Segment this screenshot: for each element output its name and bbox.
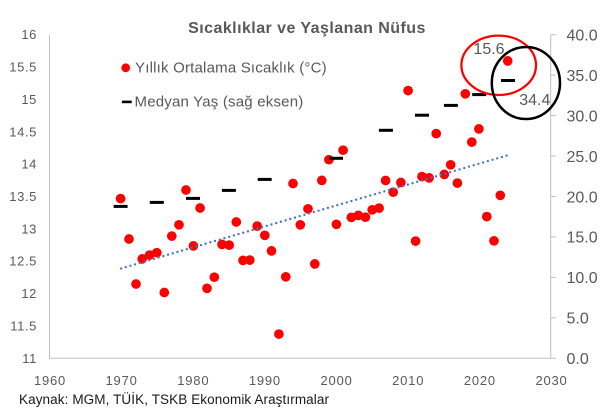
- svg-text:20.0: 20.0: [567, 189, 598, 206]
- svg-text:12.5: 12.5: [9, 254, 37, 269]
- svg-text:11: 11: [22, 351, 37, 366]
- svg-text:34.4: 34.4: [519, 92, 550, 109]
- svg-text:1970: 1970: [106, 373, 138, 388]
- svg-text:15.0: 15.0: [567, 230, 598, 247]
- svg-text:0.0: 0.0: [567, 351, 589, 368]
- svg-text:10.0: 10.0: [567, 270, 598, 287]
- svg-text:5.0: 5.0: [567, 311, 589, 328]
- svg-text:2000: 2000: [321, 373, 353, 388]
- svg-text:14.5: 14.5: [9, 124, 37, 139]
- svg-text:16: 16: [21, 27, 37, 42]
- svg-text:40.0: 40.0: [567, 28, 598, 45]
- svg-text:30.0: 30.0: [567, 108, 598, 125]
- svg-text:15.5: 15.5: [9, 60, 37, 75]
- svg-text:Medyan Yaş (sağ eksen): Medyan Yaş (sağ eksen): [135, 94, 304, 111]
- svg-text:15.6: 15.6: [473, 41, 504, 58]
- svg-text:13: 13: [21, 221, 37, 236]
- svg-text:2030: 2030: [535, 373, 567, 388]
- svg-text:2020: 2020: [464, 373, 496, 388]
- svg-text:2010: 2010: [392, 373, 424, 388]
- svg-text:15: 15: [21, 92, 37, 107]
- svg-text:35.0: 35.0: [567, 68, 598, 85]
- svg-text:Sıcaklıklar ve Yaşlanan Nüfus: Sıcaklıklar ve Yaşlanan Nüfus: [188, 20, 426, 37]
- svg-text:25.0: 25.0: [567, 149, 598, 166]
- svg-text:13.5: 13.5: [9, 189, 37, 204]
- svg-text:14: 14: [21, 157, 37, 172]
- svg-text:Kaynak: MGM, TÜİK, TSKB Ekonom: Kaynak: MGM, TÜİK, TSKB Ekonomik Araştır…: [19, 392, 329, 407]
- svg-text:1990: 1990: [249, 373, 281, 388]
- svg-text:Yıllık Ortalama Sıcaklık (°C): Yıllık Ortalama Sıcaklık (°C): [135, 60, 327, 77]
- svg-text:1980: 1980: [177, 373, 209, 388]
- svg-text:12: 12: [21, 286, 37, 301]
- svg-text:11.5: 11.5: [10, 318, 37, 333]
- svg-text:1960: 1960: [34, 373, 66, 388]
